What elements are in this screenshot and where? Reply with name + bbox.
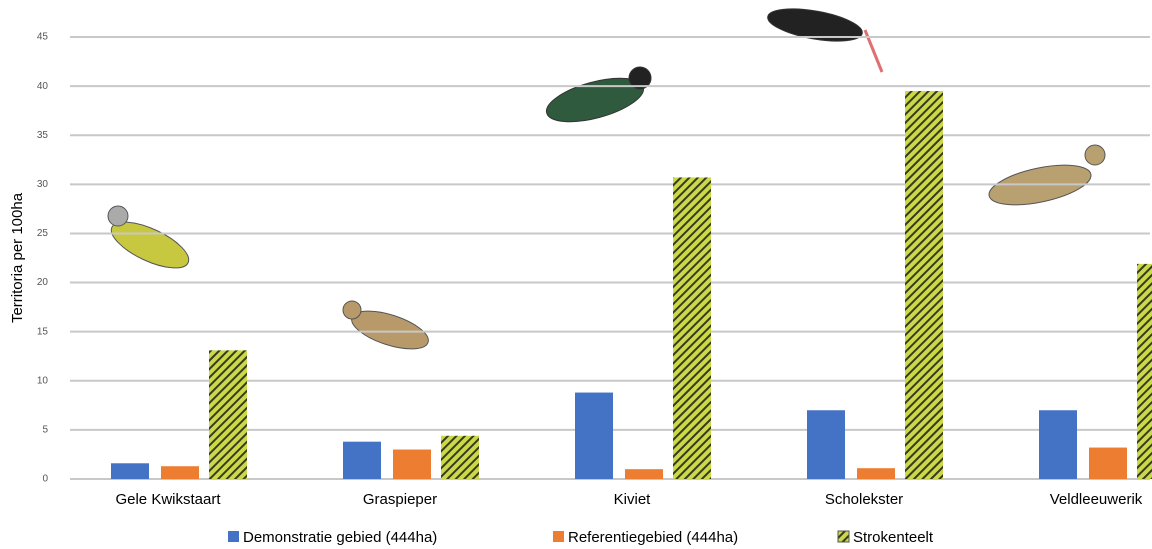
bar bbox=[393, 450, 431, 479]
legend-label: Demonstratie gebied (444ha) bbox=[243, 529, 437, 546]
bar bbox=[1137, 264, 1152, 479]
x-tick-label: Kiviet bbox=[614, 491, 652, 508]
legend-swatch bbox=[553, 531, 564, 542]
bar bbox=[209, 350, 247, 479]
y-tick-label: 20 bbox=[37, 277, 49, 288]
bird-illustration bbox=[105, 206, 195, 277]
bar bbox=[1039, 410, 1077, 479]
bar bbox=[673, 177, 711, 479]
legend-swatch bbox=[228, 531, 239, 542]
bar bbox=[857, 468, 895, 479]
y-tick-label: 25 bbox=[37, 228, 49, 239]
bar bbox=[343, 442, 381, 479]
bar bbox=[575, 393, 613, 479]
bar bbox=[625, 469, 663, 479]
bar bbox=[441, 436, 479, 479]
y-tick-label: 30 bbox=[37, 179, 49, 190]
bird-illustration bbox=[343, 301, 433, 357]
legend-label: Strokenteelt bbox=[853, 529, 934, 546]
x-tick-label: Graspieper bbox=[363, 491, 437, 508]
x-tick-label: Veldleeuwerik bbox=[1050, 491, 1143, 508]
y-tick-label: 15 bbox=[37, 326, 49, 337]
legend-label: Referentiegebied (444ha) bbox=[568, 529, 738, 546]
bird-illustration bbox=[542, 67, 651, 130]
y-axis-label: Territoria per 100ha bbox=[9, 192, 26, 323]
y-tick-label: 10 bbox=[37, 375, 49, 386]
bar bbox=[807, 410, 845, 479]
bar bbox=[1089, 448, 1127, 479]
y-tick-label: 45 bbox=[37, 32, 49, 43]
bar bbox=[111, 463, 149, 479]
chart: Territoria per 100ha 0 5 10 15 20 25 30 35 40 45 G… bbox=[0, 0, 1152, 549]
y-tick-label: 5 bbox=[42, 425, 48, 436]
bar bbox=[905, 91, 943, 479]
y-tick-label: 0 bbox=[42, 474, 48, 485]
x-tick-label: Gele Kwikstaart bbox=[115, 491, 221, 508]
legend-swatch bbox=[838, 531, 849, 542]
x-tick-label: Scholekster bbox=[825, 491, 903, 508]
y-tick-label: 35 bbox=[37, 130, 49, 141]
y-tick-label: 40 bbox=[37, 81, 49, 92]
bird-illustration bbox=[986, 145, 1105, 212]
bar bbox=[161, 466, 199, 479]
